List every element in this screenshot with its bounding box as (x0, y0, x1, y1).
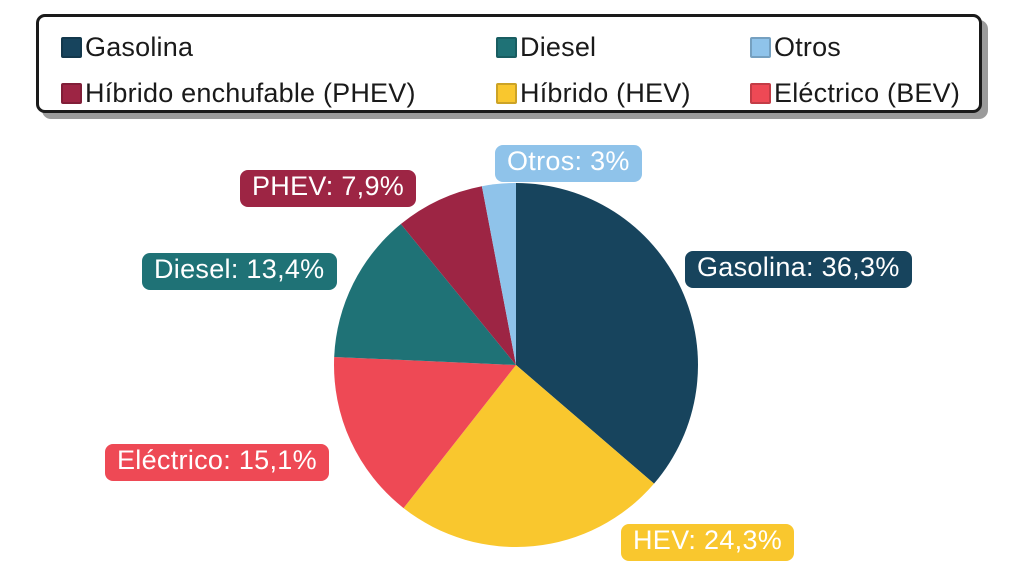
pie-slice-gasolina (516, 183, 698, 484)
legend-label-gasolina: Gasolina (85, 31, 194, 62)
pie-slice-diesel (334, 224, 516, 365)
slice-label-electrico-bev: Eléctrico: 15,1% (105, 444, 329, 481)
legend-swatch-hibrido-hev (496, 82, 517, 104)
legend-swatch-hibrido-enchufable-phev (61, 82, 82, 104)
chart-legend: Gasolina Diesel Otros Híbrido enchufable (P… (36, 14, 982, 113)
pie-slice-electrico-bev (334, 357, 516, 509)
legend-swatch-electrico-bev (750, 82, 771, 104)
slice-label-otros: Otros: 3% (495, 145, 642, 182)
legend-item-diesel: Diesel (496, 29, 596, 65)
legend-swatch-gasolina (61, 36, 82, 58)
pie-slice-hibrido-hev (403, 365, 655, 547)
legend-label-diesel: Diesel (520, 31, 597, 62)
slice-label-gasolina: Gasolina: 36,3% (685, 251, 912, 288)
legend-item-hibrido-enchufable-phev: Híbrido enchufable (PHEV) (61, 75, 416, 111)
legend-label-otros: Otros (774, 31, 842, 62)
legend-item-hibrido-hev: Híbrido (HEV) (496, 75, 691, 111)
slice-label-diesel: Diesel: 13,4% (142, 253, 337, 290)
legend-item-electrico-bev: Eléctrico (BEV) (750, 75, 960, 111)
legend-label-electrico-bev: Eléctrico (BEV) (774, 77, 961, 108)
legend-item-gasolina: Gasolina (61, 29, 193, 65)
slice-label-hibrido-enchufable-phev: PHEV: 7,9% (240, 170, 417, 207)
legend-label-hibrido-enchufable-phev: Híbrido enchufable (PHEV) (85, 77, 416, 108)
legend-swatch-diesel (496, 36, 517, 58)
pie-slice-otros (481, 183, 516, 365)
legend-label-hibrido-hev: Híbrido (HEV) (520, 77, 691, 108)
pie-slice-hibrido-enchufable-phev (400, 186, 516, 365)
legend-swatch-otros (750, 36, 771, 58)
slice-label-hibrido-hev: HEV: 24,3% (621, 524, 795, 561)
legend-item-otros: Otros (750, 29, 841, 65)
